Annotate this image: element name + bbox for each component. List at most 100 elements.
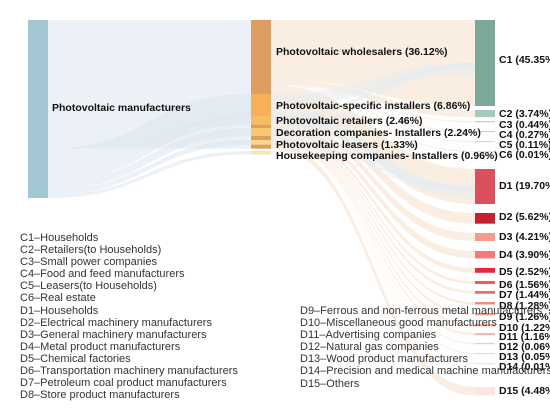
link-i2-D1 xyxy=(271,106,475,199)
node-D9 xyxy=(475,313,495,316)
node-src xyxy=(28,20,48,198)
legend-right-item-2: D10–Miscellaneous good manufacturers xyxy=(300,317,497,330)
node-D4 xyxy=(475,251,495,259)
link-i3-D1 xyxy=(271,120,475,191)
label-D8: D8 (1.28%) xyxy=(499,300,550,312)
link-i1-D2 xyxy=(271,111,475,224)
link-i5-D1 xyxy=(271,142,475,189)
legend-right-item-1: D9–Ferrous and non-ferrous metal manufac… xyxy=(300,305,543,317)
label-D4: D4 (3.90%) xyxy=(499,249,550,261)
label-i4: Decoration companies- Installers (2.24%) xyxy=(276,127,481,139)
label-i3: Photovoltaic retailers (2.46%) xyxy=(276,115,422,127)
link-i1-D11 xyxy=(271,141,475,336)
link-source-i6 xyxy=(48,151,251,198)
label-C1: C1 (45.35%) xyxy=(499,54,550,66)
link-i4-C1 xyxy=(271,63,475,132)
label-i6: Housekeeping companies- Installers (0.96… xyxy=(276,150,498,162)
label-D11: D11 (1.16%) xyxy=(499,331,550,343)
nodes-layer xyxy=(28,20,495,396)
label-i1: Photovoltaic wholesalers (36.12%) xyxy=(276,46,448,58)
legend-left-item-11: D5–Chemical factories xyxy=(20,352,131,365)
legend-left-item-10: D4–Metal product manufacturers xyxy=(20,340,181,353)
node-D14 xyxy=(475,363,495,365)
node-C4 xyxy=(475,131,495,133)
legend-right-item-5: D13–Wood product manufacturers xyxy=(300,353,468,366)
link-i1-D7 xyxy=(271,134,475,294)
node-D8 xyxy=(475,302,495,305)
link-i4-D1 xyxy=(271,131,475,191)
link-i1-D8 xyxy=(271,136,475,305)
legend-left-item-8: D2–Electrical machinery manufacturers xyxy=(20,316,212,329)
labels-layer: Photovoltaic manufacturers Photovoltaic w… xyxy=(52,46,550,397)
link-i3-C1 xyxy=(271,63,475,121)
link-i1-D12 xyxy=(271,142,475,345)
node-D11 xyxy=(475,333,495,336)
legend-right-item-6: D14–Precision and medical machine manufa… xyxy=(300,365,550,378)
label-C4: C4 (0.27%) xyxy=(499,129,550,141)
node-D12 xyxy=(475,343,495,345)
legend-left-item-4: C4–Food and feed manufacturers xyxy=(20,268,185,281)
link-i1-D15 xyxy=(271,142,475,396)
link-i1-D10 xyxy=(271,139,475,327)
link-i1-D5 xyxy=(271,128,475,273)
label-C6: C6 (0.01%) xyxy=(499,149,550,161)
node-C3 xyxy=(475,121,495,123)
label-D13: D13 (0.05%) xyxy=(499,351,550,363)
legend-right-item-7: D15–Others xyxy=(300,377,360,390)
link-i1-C6 xyxy=(271,85,475,153)
node-D3 xyxy=(475,233,495,241)
link-i1-D13 xyxy=(271,142,475,355)
node-D10 xyxy=(475,324,495,327)
legend-left-item-2: C2–Retailers(to Households) xyxy=(20,244,162,257)
legend-left-item-14: D8–Store product manufacturers xyxy=(20,389,180,402)
link-i6-C1 xyxy=(271,63,475,153)
label-i5: Photovoltaic leasers (1.33%) xyxy=(276,139,418,151)
node-D2 xyxy=(475,213,495,224)
legend-left-item-7: D1–Households xyxy=(20,304,99,317)
link-source-i4 xyxy=(48,128,251,190)
label-i2: Photovoltaic-specific installers (6.86%) xyxy=(276,100,470,112)
node-D1 xyxy=(475,169,495,204)
link-i1-D6 xyxy=(271,132,475,284)
link-source-i5 xyxy=(48,140,251,195)
label-D14: D14 (0.01%) xyxy=(499,361,550,373)
label-D5: D5 (2.52%) xyxy=(499,266,550,278)
legend-left-item-1: C1–Households xyxy=(20,232,99,244)
label-D2: D2 (5.62%) xyxy=(499,211,550,223)
legend-right: D9–Ferrous and non-ferrous metal manufac… xyxy=(300,305,550,390)
link-i1-C1 xyxy=(271,20,475,106)
legend-left-item-13: D7–Petroleum coal product manufacturers xyxy=(20,377,227,390)
link-source-i2 xyxy=(48,94,251,174)
label-D9: D9 (1.26%) xyxy=(499,311,550,323)
link-source-i3 xyxy=(48,116,251,182)
legend-left: C1–Households C2–Retailers(to Households)… xyxy=(20,232,238,401)
label-D6: D6 (1.56%) xyxy=(499,279,550,291)
label-C2: C2 (3.74%) xyxy=(499,108,550,120)
label-C5: C5 (0.11%) xyxy=(499,139,550,151)
node-i3 xyxy=(251,116,271,125)
node-D5 xyxy=(475,268,495,273)
node-i6 xyxy=(251,151,271,155)
legend-right-item-3: D11–Advertising companies xyxy=(300,329,437,342)
link-i1-D3 xyxy=(271,118,475,241)
label-D1: D1 (19.70%) xyxy=(499,180,550,192)
node-C5 xyxy=(475,141,495,143)
node-i2 xyxy=(251,94,271,119)
node-D6 xyxy=(475,281,495,284)
node-C2 xyxy=(475,110,495,118)
label-src: Photovoltaic manufacturers xyxy=(52,102,191,114)
node-i5 xyxy=(251,140,271,145)
label-D10: D10 (1.22%) xyxy=(499,322,550,334)
label-D12: D12 (0.06%) xyxy=(499,341,550,353)
label-D7: D7 (1.44%) xyxy=(499,289,550,301)
legend-left-item-9: D3–General machinery manufacturers xyxy=(20,328,207,341)
node-C1 xyxy=(475,20,495,106)
link-i5-C1 xyxy=(271,63,475,143)
legend-left-item-3: C3–Small power companies xyxy=(20,256,157,269)
legend-left-item-5: C5–Leasers(to Households) xyxy=(20,280,157,293)
legend-left-item-12: D6–Transportation machinery manufacturer… xyxy=(20,365,238,378)
links-layer xyxy=(48,20,475,396)
link-i1-D14 xyxy=(271,142,475,365)
node-D15 xyxy=(475,387,495,396)
